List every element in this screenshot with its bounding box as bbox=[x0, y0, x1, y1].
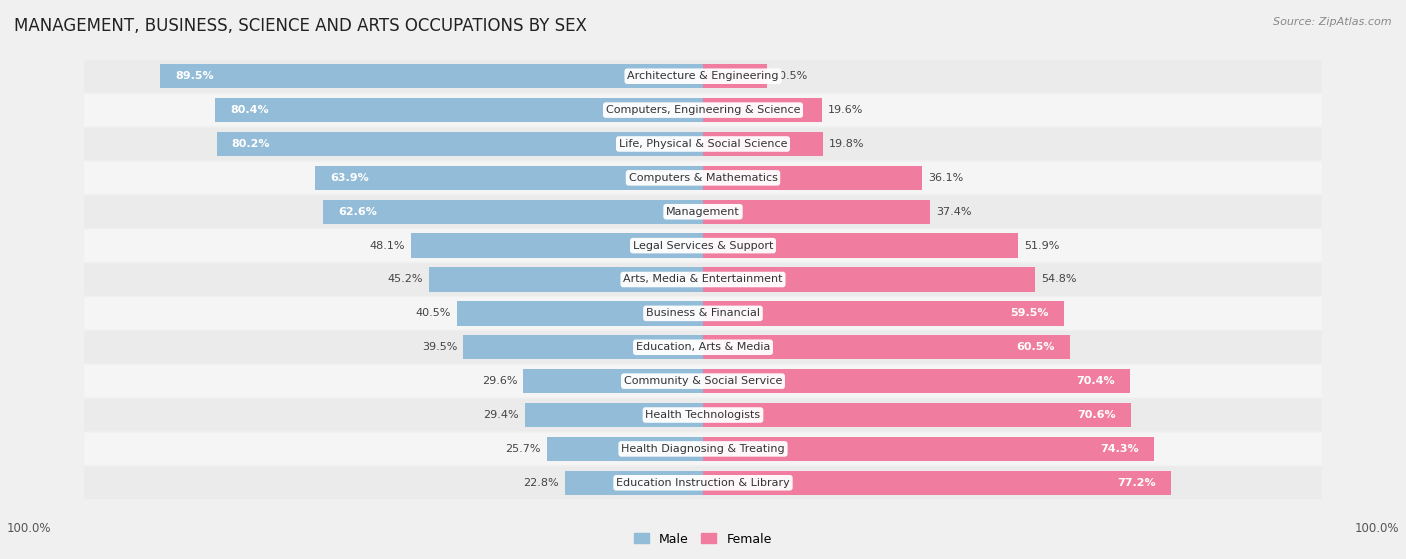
Text: 22.8%: 22.8% bbox=[523, 478, 558, 488]
Text: 70.6%: 70.6% bbox=[1077, 410, 1116, 420]
Text: 29.4%: 29.4% bbox=[484, 410, 519, 420]
Bar bbox=[703, 471, 1171, 495]
Bar bbox=[703, 234, 1018, 258]
FancyBboxPatch shape bbox=[84, 467, 1322, 499]
Bar bbox=[703, 369, 1130, 394]
Text: 63.9%: 63.9% bbox=[330, 173, 370, 183]
Text: Life, Physical & Social Science: Life, Physical & Social Science bbox=[619, 139, 787, 149]
Bar bbox=[703, 403, 1132, 427]
Text: 29.6%: 29.6% bbox=[482, 376, 517, 386]
Text: Community & Social Service: Community & Social Service bbox=[624, 376, 782, 386]
Bar bbox=[412, 234, 703, 258]
FancyBboxPatch shape bbox=[84, 297, 1322, 330]
FancyBboxPatch shape bbox=[84, 229, 1322, 262]
Text: 39.5%: 39.5% bbox=[422, 342, 457, 352]
Bar bbox=[547, 437, 703, 461]
Text: 59.5%: 59.5% bbox=[1010, 309, 1049, 319]
Text: Computers, Engineering & Science: Computers, Engineering & Science bbox=[606, 105, 800, 115]
Bar bbox=[160, 64, 703, 88]
Bar bbox=[703, 335, 1070, 359]
Text: Education, Arts & Media: Education, Arts & Media bbox=[636, 342, 770, 352]
Bar bbox=[703, 64, 766, 88]
FancyBboxPatch shape bbox=[84, 162, 1322, 194]
Text: 37.4%: 37.4% bbox=[936, 207, 972, 217]
Bar bbox=[703, 132, 823, 156]
FancyBboxPatch shape bbox=[84, 127, 1322, 160]
Legend: Male, Female: Male, Female bbox=[630, 528, 776, 551]
Text: Architecture & Engineering: Architecture & Engineering bbox=[627, 71, 779, 81]
Bar bbox=[217, 132, 703, 156]
Text: Legal Services & Support: Legal Services & Support bbox=[633, 240, 773, 250]
Bar bbox=[703, 165, 922, 190]
Text: Education Instruction & Library: Education Instruction & Library bbox=[616, 478, 790, 488]
Text: Computers & Mathematics: Computers & Mathematics bbox=[628, 173, 778, 183]
FancyBboxPatch shape bbox=[84, 196, 1322, 228]
Bar bbox=[703, 301, 1064, 325]
Bar bbox=[703, 200, 929, 224]
Bar bbox=[323, 200, 703, 224]
Text: 45.2%: 45.2% bbox=[387, 274, 423, 285]
Bar bbox=[703, 437, 1154, 461]
FancyBboxPatch shape bbox=[84, 94, 1322, 126]
Text: 54.8%: 54.8% bbox=[1042, 274, 1077, 285]
Text: 25.7%: 25.7% bbox=[506, 444, 541, 454]
Bar bbox=[565, 471, 703, 495]
Text: 40.5%: 40.5% bbox=[416, 309, 451, 319]
Bar bbox=[703, 98, 823, 122]
Text: 100.0%: 100.0% bbox=[1354, 522, 1399, 535]
FancyBboxPatch shape bbox=[84, 263, 1322, 296]
Bar bbox=[457, 301, 703, 325]
Text: 80.4%: 80.4% bbox=[231, 105, 269, 115]
Text: 77.2%: 77.2% bbox=[1118, 478, 1156, 488]
Text: Arts, Media & Entertainment: Arts, Media & Entertainment bbox=[623, 274, 783, 285]
Text: Business & Financial: Business & Financial bbox=[645, 309, 761, 319]
Text: 19.6%: 19.6% bbox=[828, 105, 863, 115]
Text: Health Technologists: Health Technologists bbox=[645, 410, 761, 420]
Text: Source: ZipAtlas.com: Source: ZipAtlas.com bbox=[1274, 17, 1392, 27]
Bar bbox=[315, 165, 703, 190]
Bar bbox=[703, 267, 1035, 292]
FancyBboxPatch shape bbox=[84, 331, 1322, 363]
Bar bbox=[523, 369, 703, 394]
Text: 80.2%: 80.2% bbox=[232, 139, 270, 149]
Text: 10.5%: 10.5% bbox=[773, 71, 808, 81]
Text: 19.8%: 19.8% bbox=[830, 139, 865, 149]
Text: 70.4%: 70.4% bbox=[1076, 376, 1115, 386]
Text: 36.1%: 36.1% bbox=[928, 173, 963, 183]
Text: Management: Management bbox=[666, 207, 740, 217]
Text: 89.5%: 89.5% bbox=[176, 71, 214, 81]
Text: 62.6%: 62.6% bbox=[339, 207, 377, 217]
Text: MANAGEMENT, BUSINESS, SCIENCE AND ARTS OCCUPATIONS BY SEX: MANAGEMENT, BUSINESS, SCIENCE AND ARTS O… bbox=[14, 17, 586, 35]
Text: Health Diagnosing & Treating: Health Diagnosing & Treating bbox=[621, 444, 785, 454]
Text: 60.5%: 60.5% bbox=[1017, 342, 1054, 352]
Bar bbox=[429, 267, 703, 292]
FancyBboxPatch shape bbox=[84, 433, 1322, 465]
Text: 48.1%: 48.1% bbox=[370, 240, 405, 250]
Bar bbox=[524, 403, 703, 427]
Bar bbox=[215, 98, 703, 122]
Text: 100.0%: 100.0% bbox=[7, 522, 52, 535]
Bar bbox=[464, 335, 703, 359]
FancyBboxPatch shape bbox=[84, 60, 1322, 92]
FancyBboxPatch shape bbox=[84, 365, 1322, 397]
FancyBboxPatch shape bbox=[84, 399, 1322, 432]
Text: 74.3%: 74.3% bbox=[1099, 444, 1139, 454]
Text: 51.9%: 51.9% bbox=[1024, 240, 1059, 250]
